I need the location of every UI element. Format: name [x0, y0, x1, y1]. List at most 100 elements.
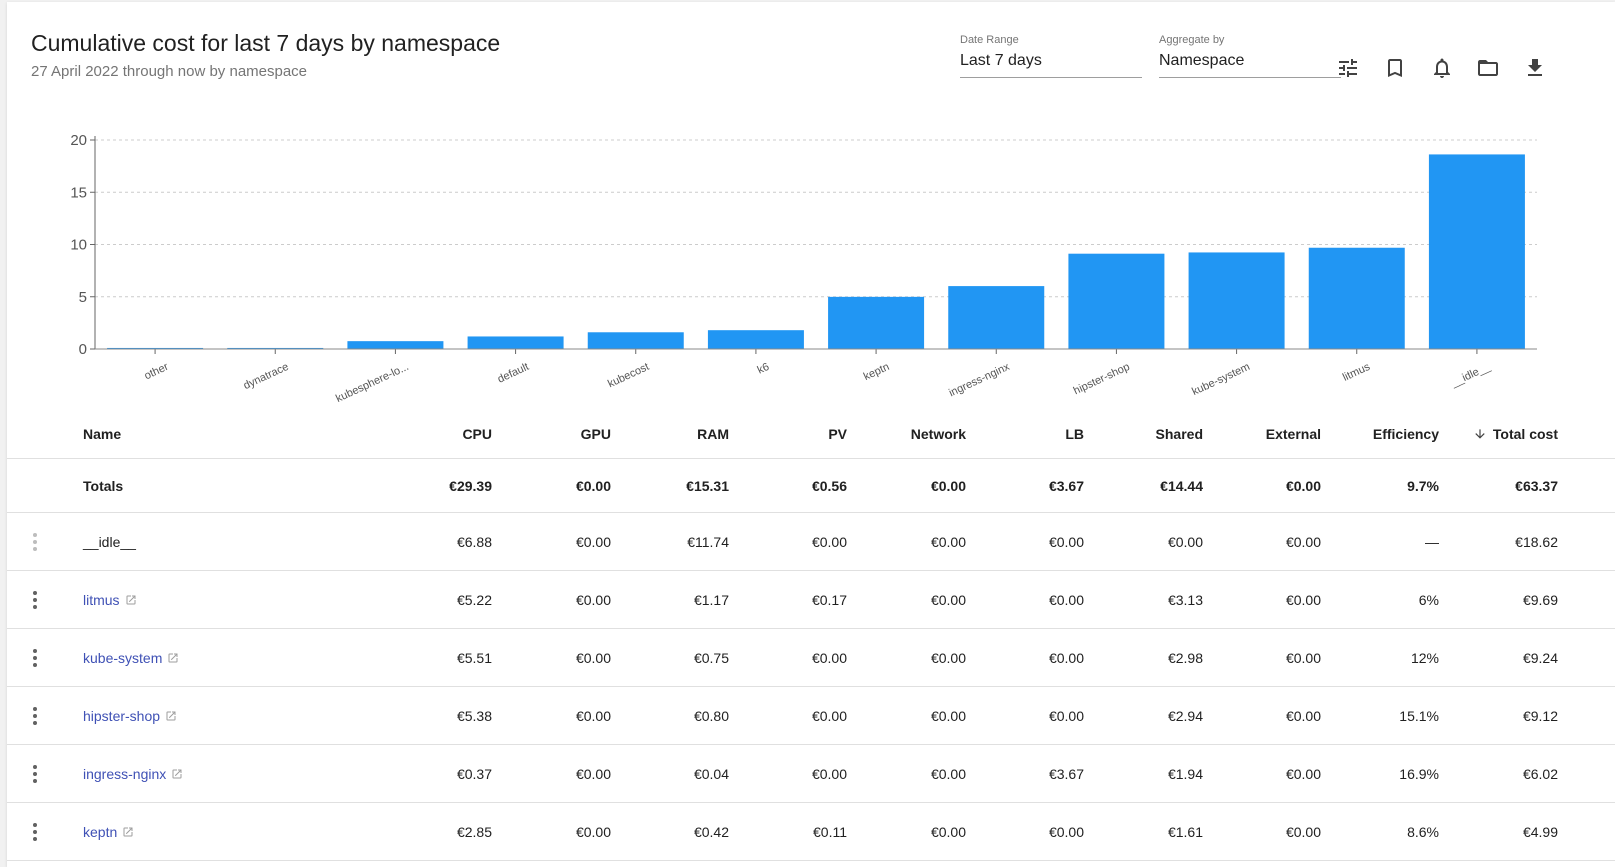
- date-range-label: Date Range: [960, 34, 1019, 46]
- download-icon[interactable]: [1519, 52, 1551, 84]
- row-menu-button[interactable]: [23, 629, 47, 686]
- bar-kubesphere-lo[interactable]: [347, 341, 444, 349]
- row-name-cell[interactable]: ingress-nginx: [83, 745, 383, 802]
- more-vert-icon[interactable]: [23, 701, 47, 731]
- cell-gpu: €0.00: [575, 591, 611, 608]
- bookmark-icon[interactable]: [1379, 52, 1411, 84]
- open-in-new-icon[interactable]: [171, 768, 183, 780]
- row-menu-button[interactable]: [23, 513, 47, 570]
- aggregate-by-value[interactable]: Namespace: [1159, 52, 1341, 78]
- row-name-cell[interactable]: litmus: [83, 571, 383, 628]
- namespace-link[interactable]: keptn: [83, 823, 118, 840]
- row-menu-button[interactable]: [23, 571, 47, 628]
- open-in-new-icon[interactable]: [167, 652, 179, 664]
- namespace-link[interactable]: kube-system: [83, 649, 163, 666]
- bar-hipster-shop[interactable]: [1068, 253, 1165, 349]
- open-in-new-icon[interactable]: [125, 594, 137, 606]
- cell-gpu: €0.00: [575, 649, 611, 666]
- column-header-ram[interactable]: RAM: [697, 426, 729, 442]
- column-header-external[interactable]: External: [1265, 426, 1321, 442]
- cell-cpu: €6.88: [456, 533, 492, 550]
- cell-gpu: €0.00: [575, 765, 611, 782]
- cell-total-cost: €9.24: [1522, 649, 1558, 666]
- cell-lb: €0.00: [1048, 533, 1084, 550]
- more-vert-icon[interactable]: [23, 759, 47, 789]
- column-header-efficiency[interactable]: Efficiency: [1372, 426, 1439, 442]
- column-header-cpu[interactable]: CPU: [462, 426, 492, 442]
- total-lb: €3.67: [1048, 477, 1084, 494]
- column-header-network[interactable]: Network: [910, 426, 966, 442]
- cell-total-cost: €9.69: [1522, 591, 1558, 608]
- more-vert-icon[interactable]: [23, 817, 47, 847]
- y-tick-label: 10: [70, 237, 87, 254]
- namespace-link[interactable]: litmus: [83, 591, 120, 608]
- cell-shared: €0.00: [1167, 533, 1203, 550]
- row-menu-button[interactable]: [23, 687, 47, 744]
- column-header-lb[interactable]: LB: [1065, 426, 1084, 442]
- column-header-label: Total cost: [1492, 426, 1558, 442]
- column-header-shared[interactable]: Shared: [1155, 426, 1203, 442]
- bar-dynatrace[interactable]: [227, 347, 324, 349]
- bar-default[interactable]: [467, 336, 564, 349]
- cell-ram: €0.42: [693, 823, 729, 840]
- bar-kube-system[interactable]: [1188, 252, 1285, 349]
- aggregate-by-label: Aggregate by: [1159, 34, 1225, 46]
- more-vert-icon[interactable]: [23, 585, 47, 615]
- bell-icon[interactable]: [1426, 52, 1458, 84]
- bar-litmus[interactable]: [1308, 247, 1405, 349]
- table-row[interactable]: keptn €2.85 €0.00 €0.42 €0.11 €0.00 €0.00 €1.61…: [7, 803, 1615, 861]
- tune-icon[interactable]: [1332, 52, 1364, 84]
- cell-cpu: €0.37: [456, 765, 492, 782]
- table-row[interactable]: kube-system €5.51 €0.00 €0.75 €0.00 €0.00 €0.0…: [7, 629, 1615, 687]
- page-title: Cumulative cost for last 7 days by names…: [31, 30, 501, 56]
- total-pv: €0.56: [811, 477, 847, 494]
- cell-external: €0.00: [1285, 707, 1321, 724]
- namespace-link[interactable]: ingress-nginx: [83, 765, 167, 782]
- cell-pv: €0.00: [811, 649, 847, 666]
- namespace-link[interactable]: hipster-shop: [83, 707, 161, 724]
- cell-lb: €0.00: [1048, 591, 1084, 608]
- more-vert-icon[interactable]: [23, 643, 47, 673]
- total-gpu: €0.00: [575, 477, 611, 494]
- aggregate-by-select[interactable]: Aggregate by Namespace: [1159, 34, 1341, 78]
- x-tick-label: ingress-nginx: [947, 361, 1012, 400]
- total-network: €0.00: [930, 477, 966, 494]
- table-header-row: Name CPU GPU RAM PV Network LB Shared External Ef…: [7, 410, 1615, 459]
- cell-lb: €3.67: [1048, 765, 1084, 782]
- row-menu-button[interactable]: [23, 745, 47, 802]
- row-name-cell[interactable]: hipster-shop: [83, 687, 383, 744]
- cell-pv: €0.11: [813, 823, 847, 840]
- bar-ingress-nginx[interactable]: [948, 286, 1045, 349]
- table-row[interactable]: litmus €5.22 €0.00 €1.17 €0.17 €0.00 €0.00 €3.1…: [7, 571, 1615, 629]
- more-vert-icon[interactable]: [23, 527, 47, 557]
- bar-kubecost[interactable]: [587, 332, 684, 349]
- folder-icon[interactable]: [1472, 52, 1504, 84]
- column-header-total-cost[interactable]: Total cost: [1448, 410, 1558, 458]
- cell-pv: €0.17: [811, 591, 847, 608]
- open-in-new-icon[interactable]: [165, 710, 177, 722]
- bar-idle[interactable]: [1428, 154, 1525, 349]
- table-row[interactable]: hipster-shop €5.38 €0.00 €0.80 €0.00 €0.00 €0.…: [7, 687, 1615, 745]
- table-row[interactable]: __idle__ €6.88 €0.00 €11.74 €0.00 €0.00 €0.00 €…: [7, 513, 1615, 571]
- table-row[interactable]: ingress-nginx €0.37 €0.00 €0.04 €0.00 €0.00 €3…: [7, 745, 1615, 803]
- date-range-value[interactable]: Last 7 days: [960, 52, 1142, 78]
- cost-report-card: Cumulative cost for last 7 days by names…: [7, 2, 1615, 867]
- row-name-cell[interactable]: kube-system: [83, 629, 383, 686]
- row-menu-button[interactable]: [23, 803, 47, 860]
- bar-other[interactable]: [107, 347, 204, 349]
- y-tick-label: 5: [79, 289, 87, 306]
- cell-gpu: €0.00: [575, 707, 611, 724]
- bar-k6[interactable]: [707, 330, 804, 349]
- open-in-new-icon[interactable]: [122, 826, 134, 838]
- x-tick-label: default: [496, 361, 531, 386]
- row-name-cell[interactable]: keptn: [83, 803, 383, 860]
- column-header-name[interactable]: Name: [83, 426, 122, 442]
- column-header-pv[interactable]: PV: [828, 426, 847, 442]
- bar-keptn[interactable]: [828, 296, 925, 349]
- cell-lb: €0.00: [1048, 707, 1084, 724]
- cell-pv: €0.00: [811, 765, 847, 782]
- date-range-select[interactable]: Date Range Last 7 days: [960, 34, 1142, 78]
- column-header-gpu[interactable]: GPU: [580, 426, 611, 442]
- totals-row: Totals €29.39 €0.00 €15.31 €0.56 €0.00 €3.67 €1…: [7, 459, 1615, 513]
- cell-network: €0.00: [930, 765, 966, 782]
